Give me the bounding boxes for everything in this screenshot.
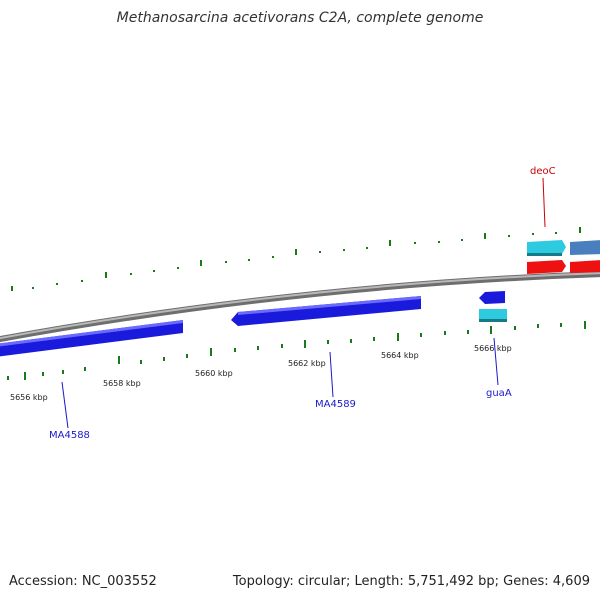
outer-tick-row <box>11 227 581 291</box>
scale-label-5666: 5666 kbp <box>474 344 512 353</box>
gene-deoC[interactable] <box>527 240 600 274</box>
scale-label-5656: 5656 kbp <box>10 393 48 402</box>
gene-guaA[interactable] <box>479 291 505 304</box>
scale-label-5660: 5660 kbp <box>195 369 233 378</box>
map-title: Methanosarcina acetivorans C2A, complete… <box>116 10 484 26</box>
deoC-leader-line <box>542 177 546 228</box>
guaA-leader-line <box>493 337 499 386</box>
gene-MA4588[interactable] <box>0 320 183 357</box>
genome-backbone-highlight <box>0 272 600 340</box>
gene-label-guaA[interactable]: guaA <box>486 388 512 399</box>
accession-label: Accession: NC_003552 <box>9 574 157 589</box>
gene-label-deoC[interactable]: deoC <box>530 166 556 177</box>
gene-label-MA4588[interactable]: MA4588 <box>49 430 90 441</box>
scale-label-5664: 5664 kbp <box>381 351 419 360</box>
scale-label-5658: 5658 kbp <box>103 379 141 388</box>
scale-tick-row <box>7 321 586 380</box>
genome-backbone <box>0 271 600 343</box>
gene-label-MA4589[interactable]: MA4589 <box>315 399 356 410</box>
rna-feature-guaA[interactable] <box>479 309 507 322</box>
scale-label-5662: 5662 kbp <box>288 359 326 368</box>
genome-summary-label: Topology: circular; Length: 5,751,492 bp… <box>232 574 590 589</box>
gene-MA4589[interactable] <box>231 296 421 326</box>
MA4588-leader-line <box>61 381 69 429</box>
MA4589-leader-line <box>329 351 334 398</box>
